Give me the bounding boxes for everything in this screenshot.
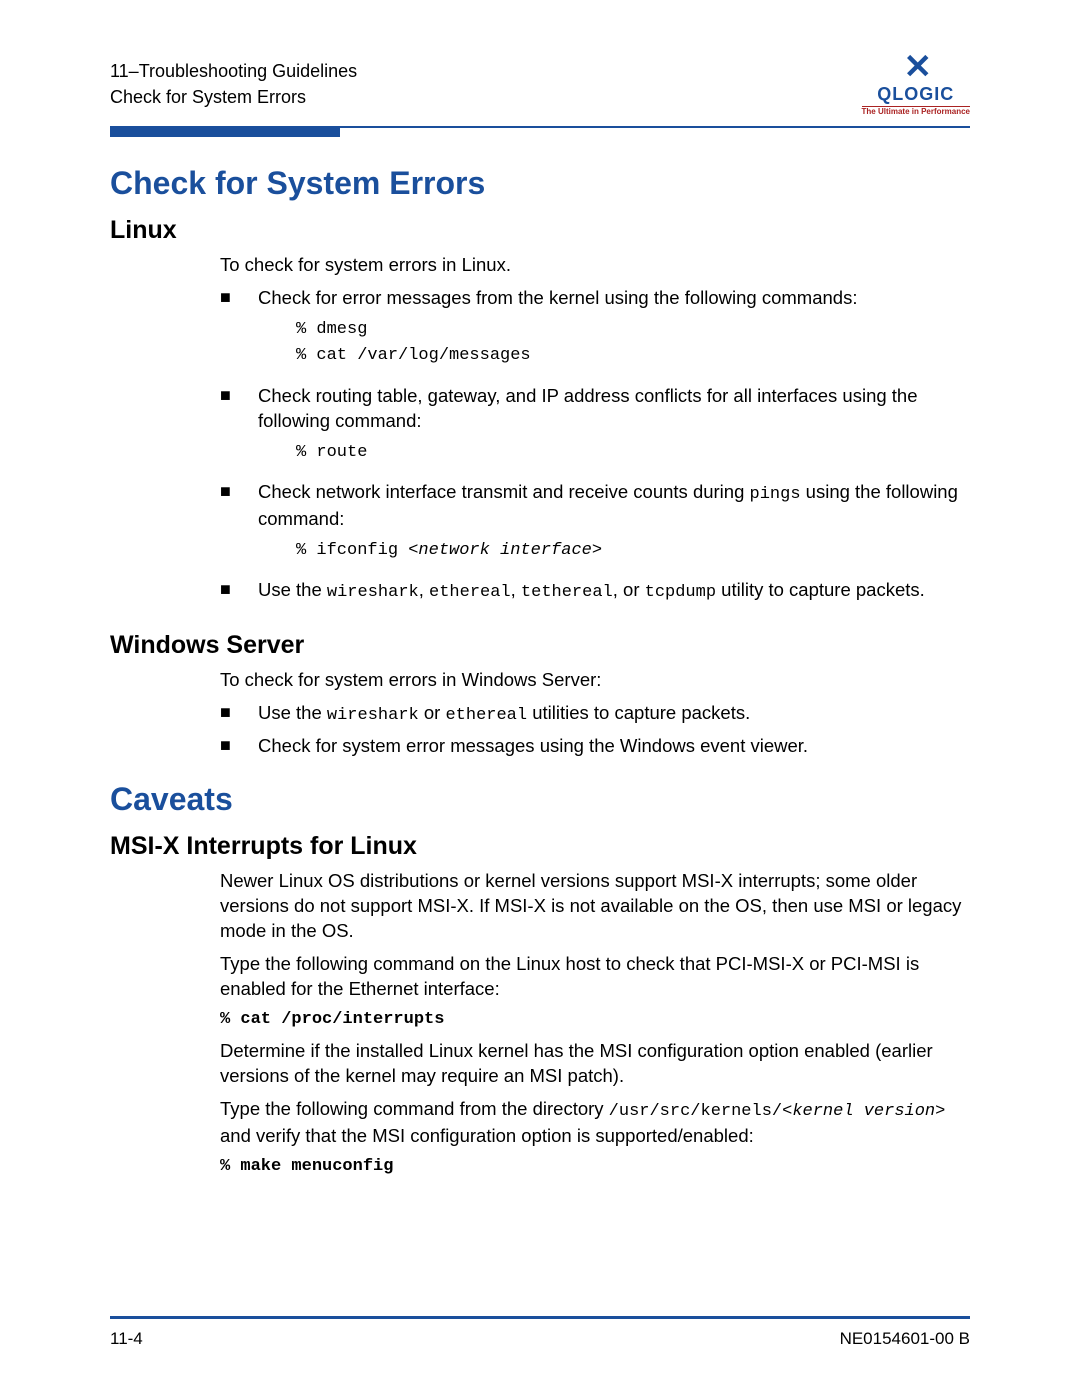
logo-tagline: The Ultimate in Performance bbox=[862, 107, 970, 116]
heading-check-system-errors: Check for System Errors bbox=[110, 165, 970, 202]
bullet-icon: ■ bbox=[220, 734, 236, 759]
code-block: % ifconfig <network interface> bbox=[296, 538, 970, 564]
msix-p4: Type the following command from the dire… bbox=[220, 1097, 970, 1149]
code-arg: <network interface> bbox=[408, 541, 602, 560]
text: utilities to capture packets. bbox=[527, 702, 750, 723]
code-block: % dmesg % cat /var/log/messages bbox=[296, 317, 970, 370]
list-item: ■ Check routing table, gateway, and IP a… bbox=[220, 384, 970, 474]
text: or bbox=[419, 702, 446, 723]
bullet-text: Check for system error messages using th… bbox=[258, 734, 970, 759]
bullet-icon: ■ bbox=[220, 578, 236, 605]
list-item: ■ Check for system error messages using … bbox=[220, 734, 970, 759]
code-inline: wireshark bbox=[327, 583, 419, 602]
bullet-text: Check routing table, gateway, and IP add… bbox=[258, 384, 970, 474]
header-line-1: 11–Troubleshooting Guidelines bbox=[110, 58, 357, 84]
bullet-text: Check network interface transmit and rec… bbox=[258, 480, 970, 572]
code-inline: > bbox=[935, 1102, 945, 1121]
page-number: 11-4 bbox=[110, 1329, 143, 1349]
code-inline: /usr/src/kernels/< bbox=[609, 1102, 793, 1121]
code-inline: wireshark bbox=[327, 706, 419, 725]
heading-msix: MSI-X Interrupts for Linux bbox=[110, 832, 970, 861]
text: Check for error messages from the kernel… bbox=[258, 287, 857, 308]
bullet-icon: ■ bbox=[220, 701, 236, 728]
bullet-icon: ■ bbox=[220, 480, 236, 572]
logo-icon: ✕ bbox=[862, 50, 970, 84]
footer-rule bbox=[110, 1316, 970, 1319]
code-block: % route bbox=[296, 440, 970, 466]
text: , or bbox=[613, 579, 645, 600]
list-item: ■ Check network interface transmit and r… bbox=[220, 480, 970, 572]
list-item: ■ Use the wireshark or ethereal utilitie… bbox=[220, 701, 970, 728]
page-footer: 11-4 NE0154601-00 B bbox=[110, 1316, 970, 1349]
text: and verify that the MSI configuration op… bbox=[220, 1125, 754, 1146]
header-rule bbox=[110, 126, 970, 137]
list-item: ■ Check for error messages from the kern… bbox=[220, 286, 970, 378]
code-inline: tcpdump bbox=[645, 583, 716, 602]
msix-body: Newer Linux OS distributions or kernel v… bbox=[220, 869, 970, 1176]
windows-intro: To check for system errors in Windows Se… bbox=[220, 668, 970, 693]
bullet-text: Use the wireshark or ethereal utilities … bbox=[258, 701, 970, 728]
text: Type the following command from the dire… bbox=[220, 1098, 609, 1119]
text: Check routing table, gateway, and IP add… bbox=[258, 385, 918, 431]
code-inline: pings bbox=[750, 485, 801, 504]
text: utility to capture packets. bbox=[716, 579, 925, 600]
code-inline: ethereal bbox=[429, 583, 511, 602]
windows-body: To check for system errors in Windows Se… bbox=[220, 668, 970, 759]
text: Use the bbox=[258, 702, 327, 723]
linux-intro: To check for system errors in Linux. bbox=[220, 253, 970, 278]
msix-p3: Determine if the installed Linux kernel … bbox=[220, 1039, 970, 1089]
code-arg: kernel version bbox=[792, 1102, 935, 1121]
code-block: % make menuconfig bbox=[220, 1157, 970, 1176]
header-breadcrumb: 11–Troubleshooting Guidelines Check for … bbox=[110, 50, 357, 110]
bullet-text: Check for error messages from the kernel… bbox=[258, 286, 970, 378]
text: Use the bbox=[258, 579, 327, 600]
linux-body: To check for system errors in Linux. ■ C… bbox=[220, 253, 970, 605]
text: , bbox=[511, 579, 521, 600]
code-text: % ifconfig bbox=[296, 541, 408, 560]
heading-caveats: Caveats bbox=[110, 781, 970, 818]
text: , bbox=[419, 579, 429, 600]
heading-linux: Linux bbox=[110, 216, 970, 245]
brand-logo: ✕ QLOGIC The Ultimate in Performance bbox=[862, 50, 970, 116]
code-inline: ethereal bbox=[445, 706, 527, 725]
code-inline: tethereal bbox=[521, 583, 613, 602]
document-id: NE0154601-00 B bbox=[840, 1329, 970, 1349]
bullet-icon: ■ bbox=[220, 384, 236, 474]
msix-p1: Newer Linux OS distributions or kernel v… bbox=[220, 869, 970, 944]
list-item: ■ Use the wireshark, ethereal, tethereal… bbox=[220, 578, 970, 605]
header-line-2: Check for System Errors bbox=[110, 84, 357, 110]
code-block: % cat /proc/interrupts bbox=[220, 1010, 970, 1029]
text: Check network interface transmit and rec… bbox=[258, 481, 750, 502]
bullet-icon: ■ bbox=[220, 286, 236, 378]
page-header: 11–Troubleshooting Guidelines Check for … bbox=[110, 50, 970, 116]
heading-windows-server: Windows Server bbox=[110, 631, 970, 660]
bullet-text: Use the wireshark, ethereal, tethereal, … bbox=[258, 578, 970, 605]
msix-p2: Type the following command on the Linux … bbox=[220, 952, 970, 1002]
logo-name: QLOGIC bbox=[862, 84, 970, 107]
